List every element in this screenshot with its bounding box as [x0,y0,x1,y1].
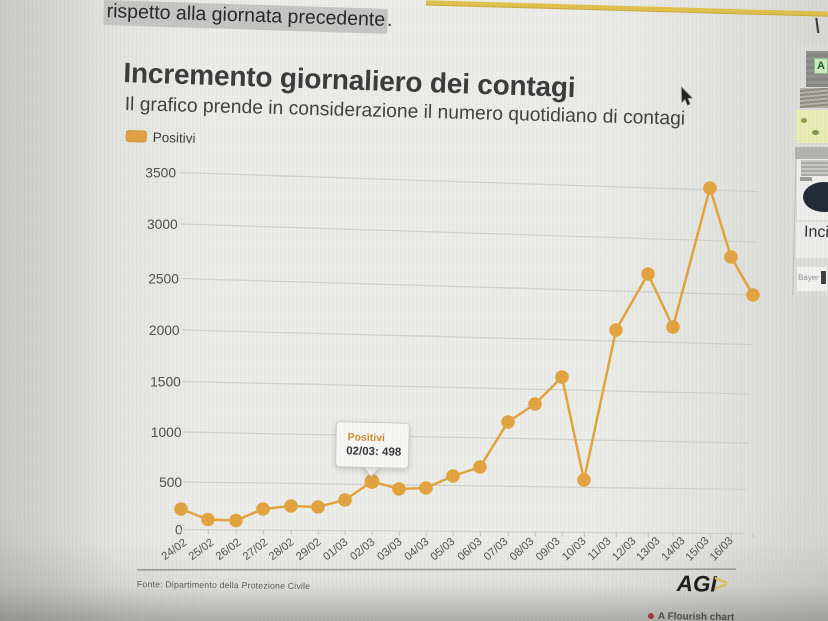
svg-text:08/03: 08/03 [508,536,537,564]
svg-text:1500: 1500 [150,374,181,389]
svg-text:25/02: 25/02 [187,537,217,563]
svg-text:10/03: 10/03 [560,535,589,563]
svg-text:12/03: 12/03 [610,535,638,563]
svg-text:3000: 3000 [147,217,178,232]
svg-text:1000: 1000 [151,425,182,440]
svg-text:14/03: 14/03 [659,535,687,563]
svg-text:07/03: 07/03 [482,536,511,564]
svg-text:13/03: 13/03 [634,535,662,563]
svg-text:24/02: 24/02 [160,537,190,563]
svg-text:0: 0 [175,522,183,537]
svg-text:02/03: 02/03 [348,536,377,563]
svg-text:16/03: 16/03 [708,535,736,564]
svg-text:03/03: 03/03 [375,536,404,563]
svg-text:11/03: 11/03 [586,535,614,563]
svg-text:27/02: 27/02 [241,536,271,563]
svg-text:2500: 2500 [148,271,179,286]
svg-text:26/02: 26/02 [214,537,244,563]
svg-text:28/02: 28/02 [267,536,296,563]
svg-text:2000: 2000 [149,323,180,338]
svg-text:06/03: 06/03 [456,536,485,564]
svg-text:04/03: 04/03 [402,536,431,563]
svg-text:29/02: 29/02 [294,536,323,563]
svg-text:500: 500 [159,475,182,490]
svg-text:3500: 3500 [145,165,176,180]
svg-text:15/03: 15/03 [684,535,712,563]
svg-text:09/03: 09/03 [534,535,563,563]
svg-text:05/03: 05/03 [428,536,457,563]
svg-text:01/03: 01/03 [321,536,350,563]
